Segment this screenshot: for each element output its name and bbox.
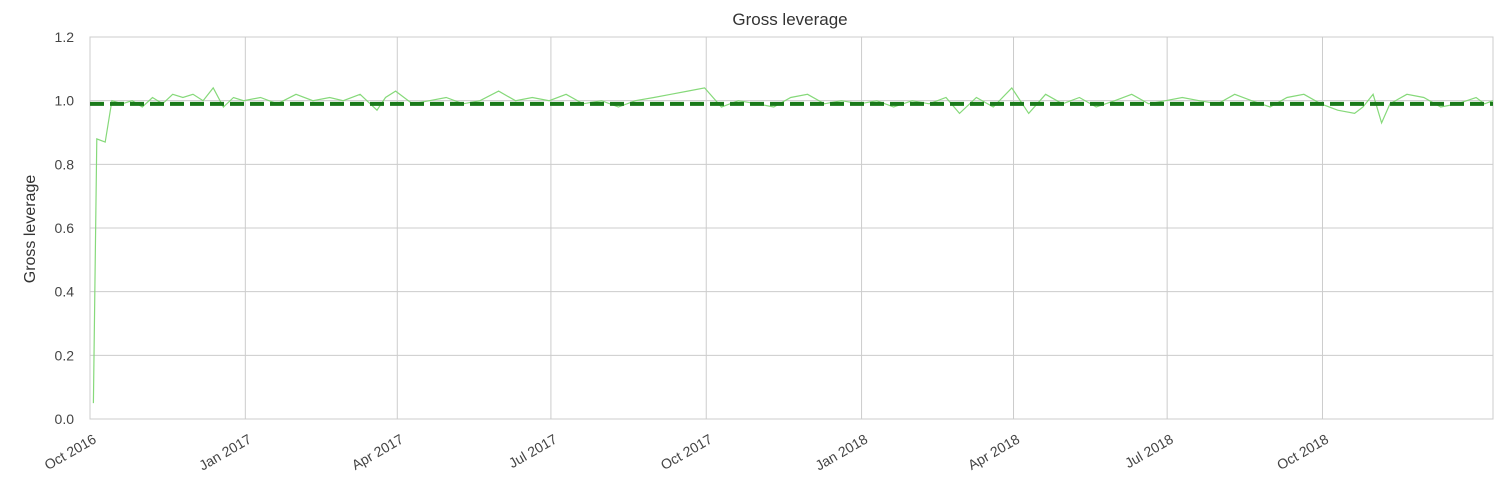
y-tick-label: 1.0	[55, 93, 75, 109]
x-tick-label: Apr 2017	[349, 431, 406, 473]
x-tick-label: Jan 2018	[812, 431, 870, 474]
x-tick-label: Oct 2017	[658, 431, 715, 473]
x-tick-label: Jan 2017	[196, 431, 254, 474]
y-tick-label: 0.6	[55, 220, 75, 236]
x-tick-label: Jul 2018	[1122, 431, 1176, 471]
y-tick-labels: 0.0 0.2 0.4 0.6 0.8 1.0 1.2	[55, 29, 75, 427]
y-axis-label: Gross leverage	[22, 175, 39, 284]
y-tick-label: 1.2	[55, 29, 75, 45]
x-tick-label: Jul 2017	[506, 431, 560, 471]
y-tick-label: 0.2	[55, 347, 75, 363]
x-tick-label: Oct 2018	[1274, 431, 1331, 473]
x-tick-label: Apr 2018	[965, 431, 1022, 473]
chart-title: Gross leverage	[732, 10, 847, 29]
y-tick-label: 0.4	[55, 284, 75, 300]
y-tick-label: 0.8	[55, 156, 75, 172]
y-tick-label: 0.0	[55, 411, 75, 427]
x-tick-labels: Oct 2016 Jan 2017 Apr 2017 Jul 2017 Oct 2017…	[41, 431, 1331, 474]
x-tick-label: Oct 2016	[41, 431, 98, 473]
